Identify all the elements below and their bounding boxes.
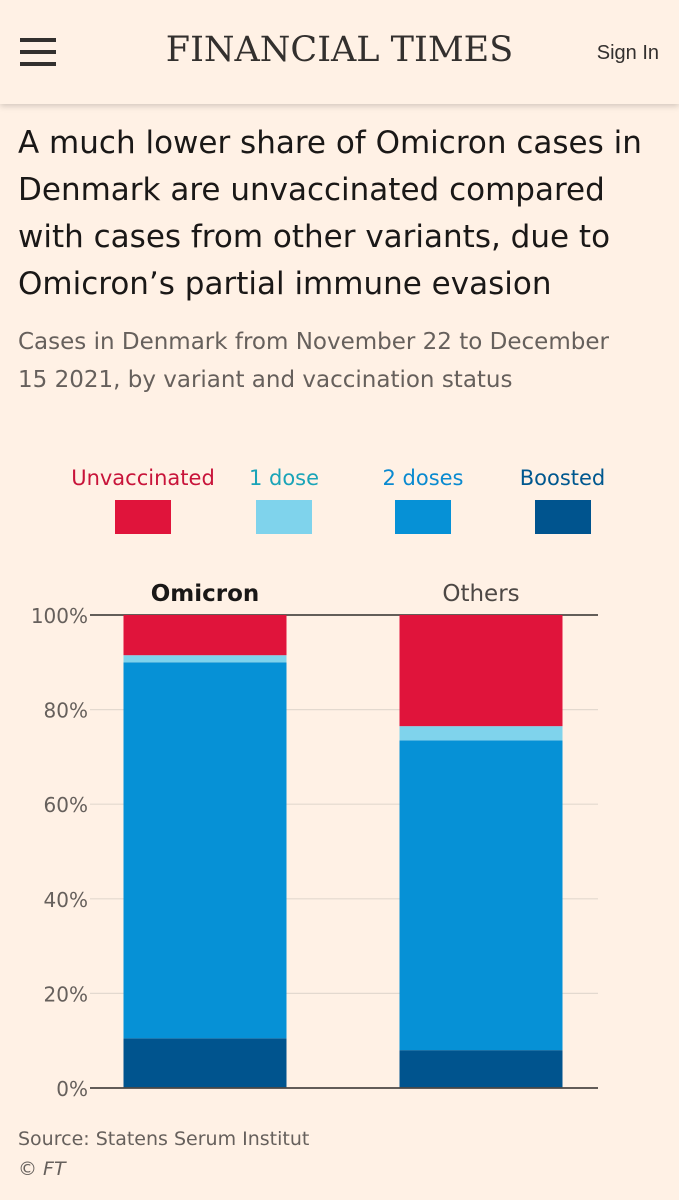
legend-swatch-two-doses: [395, 500, 451, 534]
legend-item-one-dose: 1 dose: [229, 466, 339, 534]
legend-swatch-unvaccinated: [115, 500, 171, 534]
y-tick-label: 60%: [44, 793, 88, 817]
hamburger-menu-icon[interactable]: [20, 38, 56, 66]
y-tick-label: 40%: [44, 888, 88, 912]
chart-title: A much lower share of Omicron cases in D…: [18, 125, 642, 302]
chart-source: Source: Statens Serum Institut © FT: [18, 1124, 309, 1184]
legend-label-boosted: Boosted: [519, 466, 606, 490]
site-header: FINANCIAL TIMES Sign In: [0, 0, 679, 104]
bar-segment-1-dose: [123, 655, 287, 663]
legend-item-unvaccinated: Unvaccinated: [63, 466, 223, 534]
bar-segment-boosted: [123, 1038, 287, 1088]
y-tick-label: 20%: [44, 982, 88, 1006]
bar-segment-2-doses: [123, 662, 287, 1039]
legend-label-unvaccinated: Unvaccinated: [71, 466, 215, 490]
y-tick-label: 100%: [31, 604, 88, 628]
bar-segment-unvaccinated: [123, 615, 287, 656]
copyright-text: © FT: [18, 1158, 66, 1180]
legend-item-boosted: Boosted: [505, 466, 620, 534]
source-text: Source: Statens Serum Institut: [18, 1128, 310, 1150]
legend-label-two-doses: 2 doses: [382, 466, 464, 490]
ft-logo[interactable]: FINANCIAL TIMES: [165, 30, 514, 70]
bar-segment-2-doses: [399, 740, 563, 1051]
category-label: Omicron: [151, 581, 260, 607]
legend-label-one-dose: 1 dose: [248, 466, 320, 490]
legend-swatch-boosted: [534, 500, 591, 534]
chart-subtitle: Cases in Denmark from November 22 to Dec…: [18, 329, 609, 393]
category-label: Others: [442, 581, 519, 607]
y-tick-label: 80%: [44, 699, 88, 723]
stacked-bar-chart: 0% 20% 40% 60% 80% 100% Omicron Others: [31, 581, 598, 1101]
y-tick-label: 0%: [56, 1077, 88, 1101]
bar-segment-unvaccinated: [399, 615, 563, 727]
sign-in-link[interactable]: Sign In: [596, 42, 659, 64]
legend-swatch-one-dose: [256, 500, 312, 534]
legend-item-two-doses: 2 doses: [363, 466, 483, 534]
bar-segment-1-dose: [399, 726, 563, 741]
bar-segment-boosted: [399, 1050, 563, 1088]
